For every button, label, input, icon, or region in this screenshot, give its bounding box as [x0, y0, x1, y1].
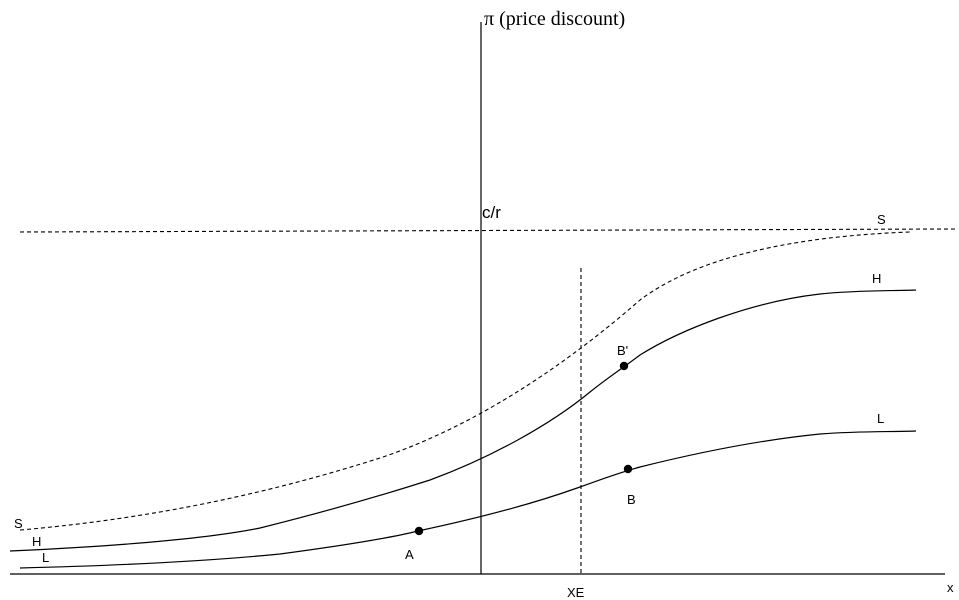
y-axis-label: π (price discount)	[484, 8, 625, 30]
reference-line-label: c/r	[482, 203, 501, 222]
point-b-label: B	[627, 492, 636, 507]
curve-s-label-right: S	[877, 212, 886, 227]
curve-h-label-right: H	[872, 271, 881, 286]
xe-label: XE	[567, 585, 585, 600]
curve-h	[9, 289, 917, 552]
point-b	[623, 464, 633, 474]
curve-l-label-right: L	[877, 411, 884, 426]
point-b-prime-label: B'	[617, 343, 628, 358]
curve-h-label-left: H	[32, 534, 41, 549]
curve-l	[19, 430, 917, 569]
reference-line-c-over-r	[19, 228, 956, 233]
point-b-prime	[619, 361, 629, 371]
point-a	[414, 526, 424, 536]
x-axis-label: x	[947, 580, 954, 595]
curve-l-label-left: L	[42, 550, 49, 565]
curve-s	[19, 231, 911, 531]
point-a-label: A	[405, 547, 414, 562]
curve-s-label-left: S	[14, 516, 23, 531]
